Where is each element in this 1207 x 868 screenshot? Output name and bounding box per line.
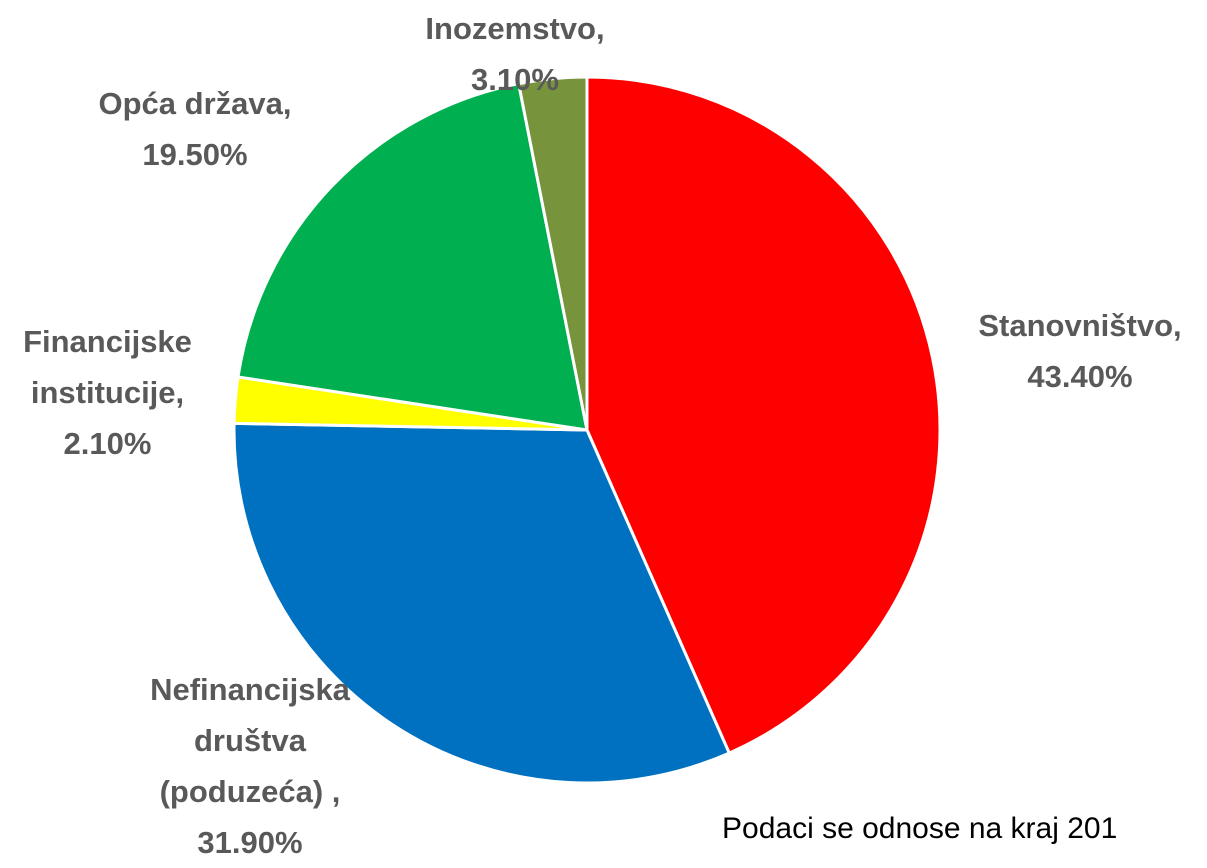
slice-label: Nefinancijska društva (poduzeća) , 31.90% [135, 664, 365, 868]
slice-label: Inozemstvo, 3.10% [385, 3, 645, 105]
slice-label: Stanovništvo, 43.40% [950, 300, 1207, 402]
value-label: 2.10% [63, 426, 152, 461]
pie-slice [236, 82, 589, 432]
pie-slice [585, 75, 942, 755]
slice-label: Financijske institucije, 2.10% [5, 316, 210, 469]
note: Podaci se odnose na kraj 201 [722, 812, 1118, 845]
value-label: 31.90% [197, 825, 303, 860]
category-label: Opća država, [98, 86, 292, 121]
category-label: Inozemstvo, [425, 11, 605, 46]
pie-slice [517, 75, 589, 432]
value-label: 19.50% [142, 137, 248, 172]
value-label: 3.10% [471, 62, 559, 97]
value-label: 43.40% [1027, 359, 1133, 394]
slice-label: Opća država, 19.50% [65, 78, 325, 180]
category-label: Stanovništvo, [978, 308, 1182, 343]
pie-slice [232, 421, 731, 785]
category-label: Nefinancijska društva (poduzeća) , [150, 672, 350, 809]
category-label: Financijske institucije, [23, 324, 192, 410]
